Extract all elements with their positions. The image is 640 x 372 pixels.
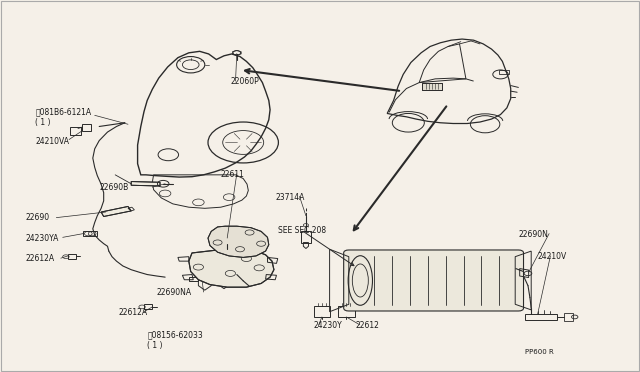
Text: PP600 R: PP600 R (525, 349, 554, 355)
Text: 22060P: 22060P (230, 77, 259, 86)
Text: Ⓑ08156-62033
( 1 ): Ⓑ08156-62033 ( 1 ) (147, 331, 203, 350)
Text: 24230Y: 24230Y (314, 321, 342, 330)
Text: 22612A: 22612A (26, 254, 55, 263)
Text: 24210VA: 24210VA (35, 137, 69, 146)
Text: 22690: 22690 (26, 213, 50, 222)
Text: 23714A: 23714A (275, 193, 305, 202)
Text: 22690NA: 22690NA (157, 288, 192, 296)
FancyBboxPatch shape (344, 250, 524, 311)
Text: 22690N: 22690N (518, 230, 548, 239)
Polygon shape (422, 83, 442, 90)
Text: Ⓑ081B6-6121A
( 1 ): Ⓑ081B6-6121A ( 1 ) (35, 108, 92, 127)
Polygon shape (208, 226, 269, 257)
Polygon shape (131, 182, 160, 186)
Text: 24210V: 24210V (538, 252, 567, 261)
Text: 22612A: 22612A (118, 308, 148, 317)
Text: 24230YA: 24230YA (26, 234, 59, 243)
Text: 22690B: 22690B (99, 183, 129, 192)
Text: 22612: 22612 (355, 321, 379, 330)
Polygon shape (101, 206, 131, 217)
Text: SEE SEC.208: SEE SEC.208 (278, 226, 326, 235)
Text: 22611: 22611 (221, 170, 244, 179)
Polygon shape (189, 249, 274, 287)
